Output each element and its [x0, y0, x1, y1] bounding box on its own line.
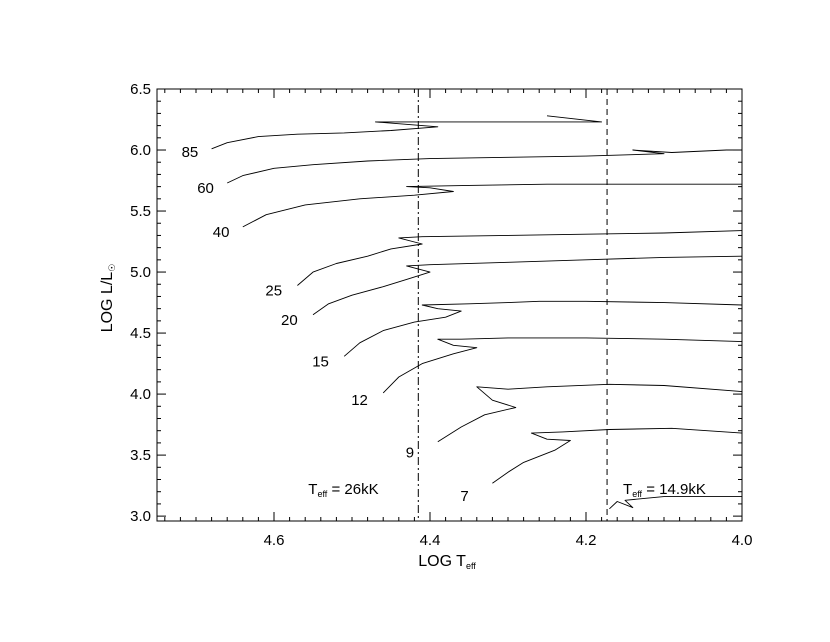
y-tick-label: 4.5: [130, 325, 151, 342]
track-mass-label: 9: [406, 445, 414, 462]
track-mass-label: 12: [351, 392, 368, 409]
track-line: [343, 300, 743, 357]
track-line: [382, 337, 743, 394]
y-tick-label: 6.5: [130, 81, 151, 98]
track-mass-label: 20: [281, 312, 298, 329]
x-tick-label: 4.4: [420, 532, 441, 549]
reference-lines: Teff = 26kK Teff = 14.9kK: [308, 89, 706, 521]
track-mass-label: 85: [182, 144, 199, 161]
track-mass-label: 15: [312, 353, 329, 370]
track-line: [242, 183, 742, 228]
x-tick-label: 4.2: [576, 532, 597, 549]
track-line: [227, 149, 742, 184]
y-axis-title: LOG L/L☉: [99, 264, 117, 333]
track-line: [312, 255, 743, 316]
track-labels: 85 60 40 25 20 15 12 9 7: [182, 144, 469, 505]
y-tick-label: 5.5: [130, 203, 151, 220]
track-line: [297, 230, 743, 286]
y-tick-label: 6.0: [130, 142, 151, 159]
track-mass-label: 25: [265, 282, 282, 299]
reference-line-label: Teff = 26kK: [308, 481, 378, 499]
x-tick-labels: 4.6 4.4 4.2 4.0: [264, 532, 753, 549]
y-tick-label: 4.0: [130, 386, 151, 403]
track-line: [437, 383, 743, 443]
track-line: [609, 496, 742, 510]
track-line: [211, 115, 603, 150]
x-tick-label: 4.0: [732, 532, 753, 549]
x-axis-title: LOG Teff: [418, 553, 476, 571]
reference-line-label: Teff = 14.9kK: [623, 481, 706, 499]
x-tick-label: 4.6: [264, 532, 285, 549]
y-tick-label: 3.0: [130, 508, 151, 525]
y-tick-label: 3.5: [130, 447, 151, 464]
track-mass-label: 7: [460, 488, 468, 505]
track-line: [492, 427, 743, 484]
track-mass-label: 60: [197, 180, 214, 197]
y-tick-labels: 3.0 3.5 4.0 4.5 5.0 5.5 6.0 6.5: [130, 81, 151, 525]
evolutionary-tracks: [211, 115, 743, 510]
y-tick-label: 5.0: [130, 264, 151, 281]
track-mass-label: 40: [213, 224, 230, 241]
